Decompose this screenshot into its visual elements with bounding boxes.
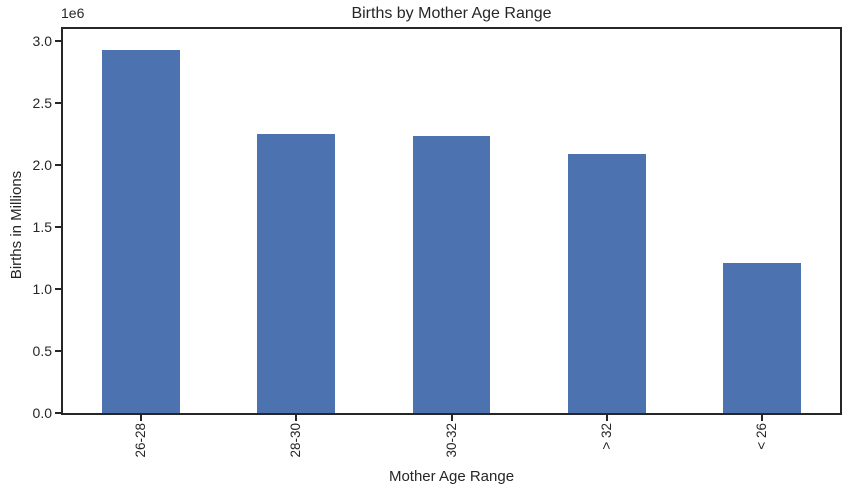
x-tick-label: < 26 bbox=[754, 423, 770, 450]
x-tick-label: > 32 bbox=[598, 423, 614, 450]
x-tick-mark bbox=[450, 415, 453, 421]
x-tick-mark bbox=[761, 415, 764, 421]
y-tick-mark bbox=[55, 102, 61, 105]
y-tick-mark bbox=[55, 288, 61, 291]
y-tick-label: 2.5 bbox=[32, 95, 52, 112]
y-tick-mark bbox=[55, 350, 61, 353]
y-tick-label: 1.0 bbox=[32, 281, 52, 298]
bar-30-32 bbox=[412, 135, 491, 413]
y-tick-mark bbox=[55, 412, 61, 414]
y-tick-label: 1.5 bbox=[32, 219, 52, 236]
x-tick-label: 28-30 bbox=[288, 423, 304, 458]
x-tick-label: 30-32 bbox=[443, 423, 459, 458]
x-tick-mark bbox=[605, 415, 608, 421]
x-tick-mark bbox=[295, 415, 298, 421]
y-tick-mark bbox=[55, 164, 61, 167]
plot-area bbox=[61, 27, 842, 415]
bar->32 bbox=[568, 154, 646, 413]
y-axis-offset-label: 1e6 bbox=[61, 5, 85, 21]
x-tick-label: 26-28 bbox=[132, 423, 148, 458]
y-tick-label: 0.5 bbox=[32, 343, 52, 360]
y-tick-mark bbox=[55, 226, 61, 229]
chart-title: Births by Mother Age Range bbox=[351, 5, 552, 22]
bar-<26 bbox=[723, 263, 802, 413]
y-tick-label: 0.0 bbox=[32, 405, 52, 421]
x-axis-label: Mother Age Range bbox=[388, 468, 515, 485]
y-tick-mark bbox=[55, 40, 61, 43]
y-tick-label: 3.0 bbox=[32, 33, 52, 50]
bar-28-30 bbox=[257, 133, 335, 413]
y-tick-label: 2.0 bbox=[32, 157, 52, 174]
bar-26-28 bbox=[101, 50, 180, 413]
x-tick-mark bbox=[139, 415, 142, 421]
